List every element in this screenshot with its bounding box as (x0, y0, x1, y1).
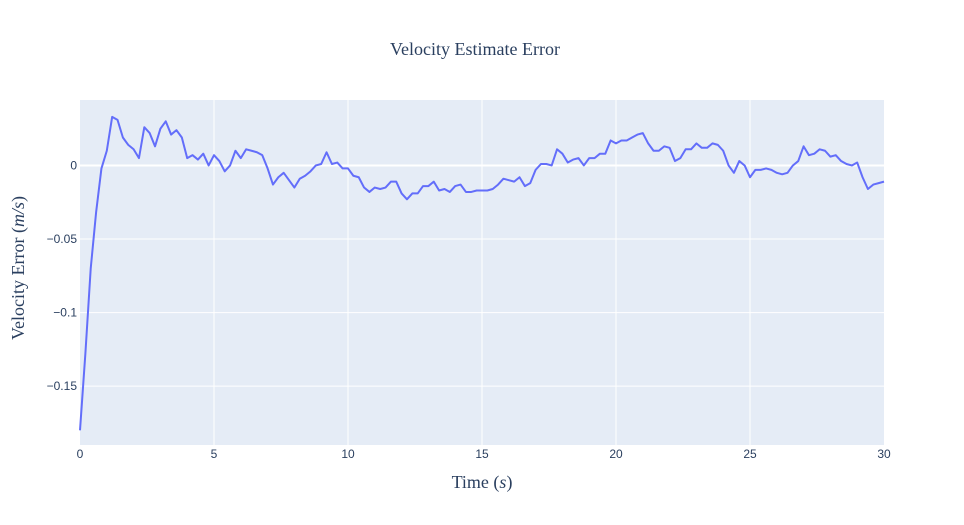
x-tick-label: 30 (877, 447, 891, 461)
x-tick-label: 5 (211, 447, 218, 461)
y-tick-label: 0 (70, 158, 77, 172)
x-axis-unit: s (499, 472, 506, 492)
y-tick-label: −0.05 (47, 232, 78, 246)
x-tick-labels: 0 5 10 15 20 25 30 (77, 447, 891, 461)
y-axis-unit: m/s (8, 202, 28, 227)
y-tick-label: −0.1 (53, 306, 77, 320)
x-axis-title-text: Time (452, 472, 489, 492)
x-tick-label: 20 (609, 447, 623, 461)
x-axis-close-paren: ) (506, 472, 512, 493)
y-tick-label: −0.15 (47, 379, 78, 393)
velocity-error-line (79, 115, 885, 431)
y-axis-title-text: Velocity Error (8, 238, 28, 340)
x-tick-label: 15 (475, 447, 489, 461)
x-tick-label: 10 (341, 447, 355, 461)
x-tick-label: 25 (743, 447, 757, 461)
x-axis-title: Time (s) (452, 472, 513, 493)
y-tick-labels: 0 −0.05 −0.1 −0.15 (47, 158, 78, 393)
y-axis-close-paren: ) (8, 196, 29, 202)
chart-title: Velocity Estimate Error (390, 39, 560, 59)
y-axis-title: Velocity Error (m/s) (8, 196, 29, 340)
x-tick-label: 0 (77, 447, 84, 461)
x-axis-open-paren: ( (493, 472, 499, 493)
y-axis-open-paren: ( (8, 227, 29, 233)
x-grid (213, 100, 751, 445)
y-grid (80, 164, 884, 387)
